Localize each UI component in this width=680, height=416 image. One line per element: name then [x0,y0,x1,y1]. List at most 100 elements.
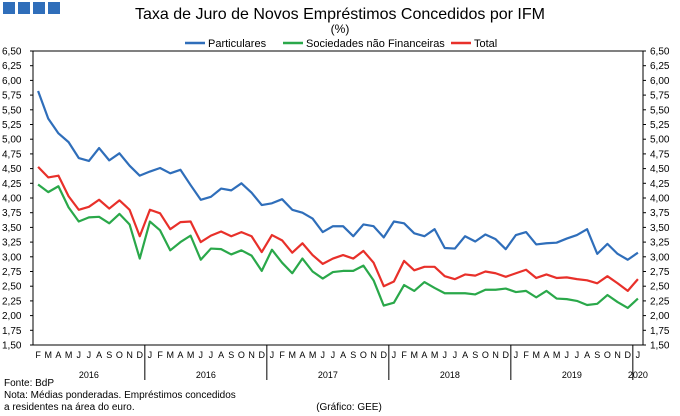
x-tick-label: J [453,350,458,360]
x-tick-label: A [340,350,346,360]
y-tick-label: 1,75 [2,326,22,337]
y-tick-label: 2,00 [2,311,22,322]
y-tick-label-right: 2,50 [650,282,670,293]
x-tick-label: A [96,350,102,360]
x-tick-label: O [482,350,489,360]
y-tick-label: 6,50 [2,47,22,58]
credit-note: (Gráfico: GEE) [316,402,382,413]
x-tick-label: O [360,350,367,360]
y-tick-label-right: 3,00 [650,252,670,263]
y-tick-label-right: 2,00 [650,311,670,322]
x-tick-label: O [238,350,245,360]
y-tick-label: 5,75 [2,91,22,102]
y-tick-label: 5,50 [2,105,22,116]
x-tick-label: D [381,350,388,360]
x-tick-label: J [565,350,570,360]
x-tick-label: A [421,350,427,360]
x-tick-label: M [45,350,53,360]
x-tick-label: M [309,350,317,360]
y-tick-label-right: 4,75 [650,149,670,160]
series-group [37,90,639,310]
year-label: 2017 [318,370,338,380]
x-tick-label: M [187,350,195,360]
x-tick-label: M [431,350,439,360]
x-tick-label: N [614,350,621,360]
x-tick-label: S [350,350,356,360]
x-tick-label: F [157,350,163,360]
chart-subtitle: (%) [331,22,350,36]
x-tick-label: N [126,350,133,360]
x-tick-label: M [411,350,419,360]
x-tick-label: F [523,350,529,360]
x-tick-label: D [625,350,632,360]
y-tick-label-right: 5,75 [650,91,670,102]
y-tick-label-right: 3,50 [650,223,670,234]
y-tick-label: 3,75 [2,208,22,219]
x-tick-label: N [370,350,377,360]
y-tick-label-right: 4,25 [650,179,670,190]
y-tick-label-right: 1,50 [650,341,670,352]
x-tick-label: A [218,350,224,360]
x-tick-label: A [584,350,590,360]
y-tick-label-right: 4,50 [650,164,670,175]
y-tick-label-right: 2,25 [650,296,670,307]
year-label: 2019 [562,370,582,380]
series-line [37,183,639,310]
y-tick-label: 4,25 [2,179,22,190]
source-note: Fonte: BdP [4,378,54,389]
x-tick-label: M [533,350,541,360]
x-tick-label: J [199,350,204,360]
x-tick-label: M [553,350,561,360]
x-tick-label: S [106,350,112,360]
y-tick-label: 4,50 [2,164,22,175]
note-line-1: Nota: Médias ponderadas. Empréstimos con… [4,390,236,401]
legend-label: Total [474,38,497,50]
x-tick-label: F [35,350,41,360]
x-tick-label: D [137,350,144,360]
y-tick-label: 5,00 [2,135,22,146]
x-tick-label: J [270,350,275,360]
y-tick-label-right: 5,00 [650,135,670,146]
y-tick-label-right: 1,75 [650,326,670,337]
x-tick-label: A [543,350,549,360]
y-axis-right: 1,50 1,75 2,00 2,25 2,50 2,75 3,00 3,25 3,50 3,75… [643,47,670,352]
x-tick-label: J [77,350,82,360]
logo-block [48,2,60,14]
x-tick-label: A [177,350,183,360]
y-tick-label: 4,75 [2,149,22,160]
series-line [37,90,639,261]
x-tick-label: J [392,350,397,360]
x-tick-label: A [462,350,468,360]
plot-frame [32,50,644,346]
x-tick-label: J [514,350,519,360]
x-tick-label: J [209,350,214,360]
x-tick-label: A [299,350,305,360]
year-label: 2016 [79,370,99,380]
y-tick-label-right: 3,75 [650,208,670,219]
y-axis-left: 1,50 1,75 2,00 2,25 2,50 2,75 3,00 3,25 3,50 3,75… [2,47,33,352]
logo-block [33,2,45,14]
y-tick-label: 2,75 [2,267,22,278]
y-tick-label-right: 5,50 [650,105,670,116]
x-tick-label: O [116,350,123,360]
y-tick-label-right: 6,25 [650,61,670,72]
logo-blocks [3,2,60,14]
year-label: 2016 [196,370,216,380]
y-tick-label: 5,25 [2,120,22,131]
y-tick-label-right: 4,00 [650,194,670,205]
x-tick-label: M [289,350,297,360]
y-tick-label-right: 5,25 [650,120,670,131]
x-tick-label: M [65,350,73,360]
x-tick-label: J [87,350,92,360]
x-tick-label: O [604,350,611,360]
legend-label: Particulares [208,38,267,50]
y-tick-label-right: 6,50 [650,47,670,58]
logo-block [18,2,30,14]
y-tick-label: 2,25 [2,296,22,307]
x-tick-label: J [575,350,580,360]
y-tick-label-right: 2,75 [650,267,670,278]
series-line [37,166,639,292]
x-tick-label: J [636,350,641,360]
y-tick-label: 3,00 [2,252,22,263]
